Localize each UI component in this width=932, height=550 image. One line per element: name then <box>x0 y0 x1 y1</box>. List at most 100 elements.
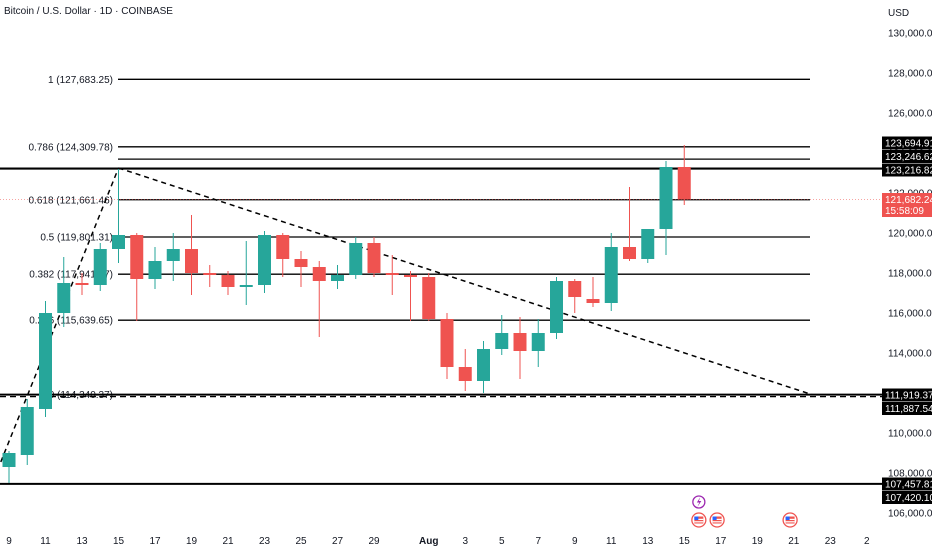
us-flag-icon <box>785 516 790 520</box>
y-tick-label: 120,000.00 <box>888 229 932 240</box>
x-tick-label: 25 <box>295 536 307 547</box>
fib-level-label: 1 (127,683.25) <box>48 75 113 86</box>
x-tick-label: 9 <box>6 536 12 547</box>
trend-lines[interactable] <box>0 167 813 487</box>
candle-down <box>185 249 198 273</box>
candle-up <box>20 407 34 455</box>
x-tick-label: 9 <box>572 536 578 547</box>
candle-up <box>39 313 52 409</box>
fib-level-label: 0.786 (124,309.78) <box>28 142 113 153</box>
x-tick-label: 2 <box>864 536 870 547</box>
candle-down <box>513 333 527 351</box>
price-axis[interactable]: 130,000.00128,000.00126,000.00124,000.00… <box>888 29 932 520</box>
fib-level-label: 0.236 (115,639.65) <box>29 316 113 327</box>
y-tick-label: 110,000.00 <box>888 429 932 440</box>
price-tag-text: 123,216.82 <box>885 166 932 177</box>
price-tag-text: 111,919.37 <box>885 391 932 402</box>
candle-up <box>148 261 162 279</box>
candle-down <box>458 367 472 381</box>
candle-up <box>659 167 673 229</box>
x-tick-label: 29 <box>368 536 380 547</box>
x-tick-label: 23 <box>825 536 837 547</box>
candle-up <box>112 235 125 249</box>
candle-up <box>2 453 16 467</box>
us-flag-icon <box>785 521 795 523</box>
candle-down <box>677 167 691 200</box>
price-tag-text: 123,246.62 <box>885 152 932 163</box>
price-labels: 123,694.91 123,246.62 123,216.82 111,919.37… <box>882 136 932 504</box>
x-tick-label: 17 <box>149 536 161 547</box>
candle-up <box>57 283 71 313</box>
x-tick-label: 23 <box>259 536 271 547</box>
candle-down <box>367 243 381 273</box>
x-tick-label: 13 <box>76 536 88 547</box>
x-tick-label: 11 <box>606 536 617 547</box>
candle-down <box>623 247 636 259</box>
candles[interactable] <box>2 145 691 483</box>
fib-retracement[interactable]: 1 (127,683.25) 0.786 (124,309.78) 0.618 (1… <box>28 75 810 401</box>
time-axis[interactable]: 9 11 13 15 17 19 21 23 25 27 29 Aug 3 5 7 9 11 13 15 17 19 21… <box>6 536 870 547</box>
us-flag-icon <box>712 521 722 523</box>
us-flag-icon <box>694 521 704 523</box>
x-tick-label: 21 <box>222 536 234 547</box>
events[interactable] <box>691 495 798 528</box>
candle-up <box>531 333 545 351</box>
x-tick-label: 21 <box>788 536 800 547</box>
price-tag-text: 107,457.81 <box>885 480 932 491</box>
candle-down <box>294 259 308 267</box>
candle-up <box>331 275 344 281</box>
price-tag-text: 107,420.10 <box>885 493 932 504</box>
candle-down <box>75 283 89 285</box>
candle-down <box>404 275 417 277</box>
trendline-down <box>118 167 813 396</box>
price-tag <box>882 388 932 402</box>
chart-title: Bitcoin / U.S. Dollar · 1D · COINBASE <box>4 6 173 17</box>
candle-up <box>258 235 271 285</box>
horizontal-lines[interactable] <box>0 158 882 485</box>
fib-level-label: 0.382 (117,941.17) <box>29 270 113 281</box>
x-tick-label: 15 <box>113 536 125 547</box>
price-tag-text: 111,887.54 <box>885 404 932 415</box>
candle-up <box>550 281 563 333</box>
x-tick-label: 27 <box>332 536 344 547</box>
candle-down <box>385 273 399 275</box>
candle-up <box>641 229 655 259</box>
price-tag-text: 123,694.91 <box>885 139 932 150</box>
current-price-tag <box>882 193 932 217</box>
price-tag <box>882 477 932 491</box>
candle-down <box>422 277 436 319</box>
candle-up <box>239 285 253 287</box>
x-tick-label: 11 <box>40 536 51 547</box>
candle-up <box>349 243 363 275</box>
y-tick-label: 106,000.00 <box>888 509 932 520</box>
price-tag <box>882 136 932 150</box>
candle-up <box>93 249 107 285</box>
y-tick-label: 114,000.00 <box>888 349 932 360</box>
us-flag-icon <box>694 516 699 520</box>
x-tick-label: 19 <box>752 536 764 547</box>
x-tick-label: 19 <box>186 536 198 547</box>
price-tag <box>882 402 932 415</box>
currency-label: USD <box>888 8 909 19</box>
current-price-text: 121,682.24 <box>885 195 932 206</box>
x-tick-label: 3 <box>462 536 468 547</box>
x-tick-label: 13 <box>642 536 654 547</box>
fib-level-label: 0.5 (119,801.31) <box>40 232 113 243</box>
candle-down <box>568 281 582 297</box>
candle-down <box>312 267 326 281</box>
y-tick-label: 128,000.00 <box>888 69 932 80</box>
trendline-up <box>0 167 120 466</box>
candle-down <box>221 275 235 287</box>
us-flag-icon <box>694 518 704 520</box>
x-tick-label: 7 <box>535 536 541 547</box>
x-tick-label: Aug <box>419 536 438 547</box>
price-tag <box>882 491 932 504</box>
price-tag <box>882 163 932 177</box>
lightning-icon <box>696 497 702 507</box>
us-flag-icon <box>712 516 717 520</box>
candle-up <box>604 247 618 303</box>
candle-down <box>440 319 454 367</box>
y-tick-label: 116,000.00 <box>888 309 932 320</box>
candle-down <box>586 299 600 303</box>
